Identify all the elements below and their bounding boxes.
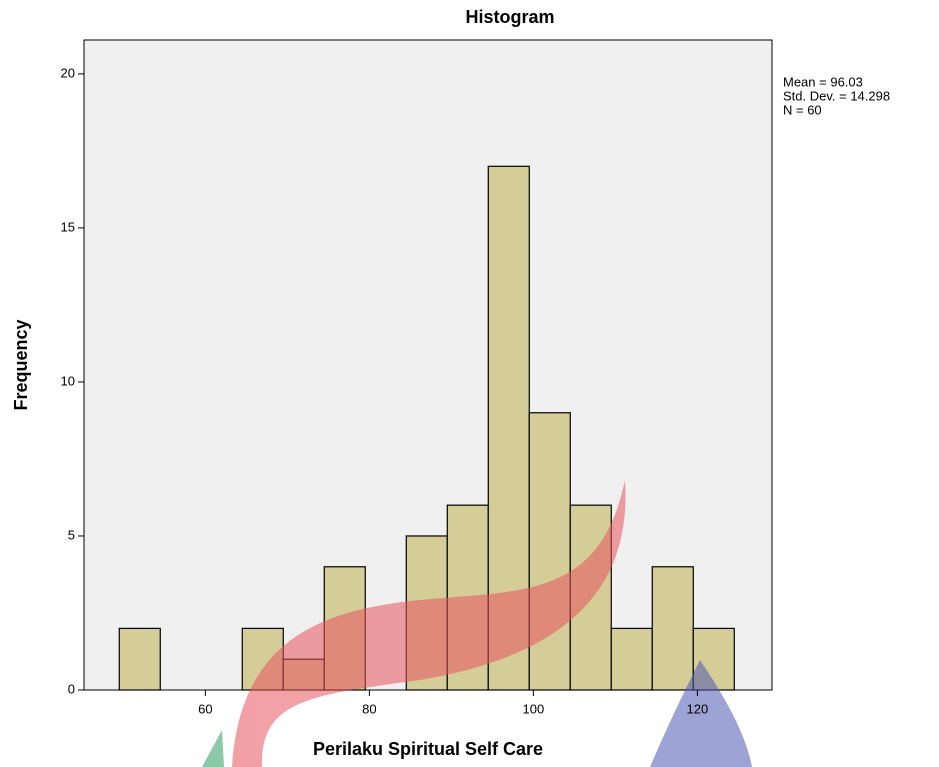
y-axis-label: Frequency [11, 319, 31, 410]
y-tick-label: 5 [68, 527, 75, 542]
stat-line: Std. Dev. = 14.298 [783, 88, 890, 103]
bar [652, 567, 693, 690]
bar [119, 628, 160, 690]
y-tick-label: 10 [61, 373, 75, 388]
stat-line: Mean = 96.03 [783, 74, 863, 89]
bar [611, 628, 652, 690]
x-tick-label: 60 [198, 701, 212, 716]
watermark-green [202, 730, 224, 767]
stat-line: N = 60 [783, 102, 822, 117]
bar [529, 413, 570, 690]
page: {"chart_data": {"type": "histogram", "ti… [0, 0, 939, 767]
x-axis-label: Perilaku Spiritual Self Care [313, 739, 543, 759]
x-tick-label: 120 [687, 701, 709, 716]
y-tick-label: 20 [61, 65, 75, 80]
chart-title: Histogram [465, 7, 554, 27]
chart: Histogram Perilaku Spiritual Self Care F… [0, 0, 939, 767]
y-tick-label: 15 [61, 219, 75, 234]
y-tick-label: 0 [68, 681, 75, 696]
x-tick-label: 80 [362, 701, 376, 716]
x-tick-label: 100 [523, 701, 545, 716]
